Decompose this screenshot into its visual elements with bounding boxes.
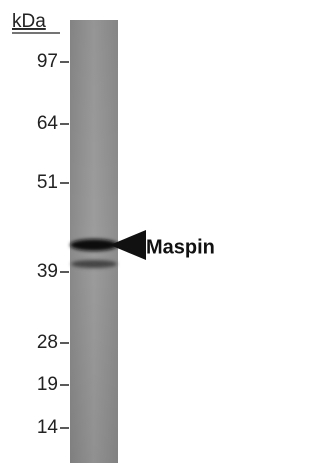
band-label: Maspin bbox=[146, 236, 215, 258]
marker-label: 19 bbox=[37, 374, 58, 395]
marker-label: 28 bbox=[37, 332, 58, 353]
marker-label: 64 bbox=[37, 113, 59, 134]
band-lower bbox=[71, 260, 117, 268]
marker-label: 39 bbox=[37, 261, 58, 282]
western-blot: kDa Maspin 97 64 51 39 28 19 14 bbox=[0, 0, 241, 463]
unit-label: kDa bbox=[12, 11, 46, 32]
marker-label: 51 bbox=[37, 172, 58, 193]
marker-label: 14 bbox=[37, 417, 59, 438]
marker-ladder: 97 64 51 39 28 19 14 bbox=[37, 51, 69, 438]
marker-label: 97 bbox=[37, 51, 58, 72]
